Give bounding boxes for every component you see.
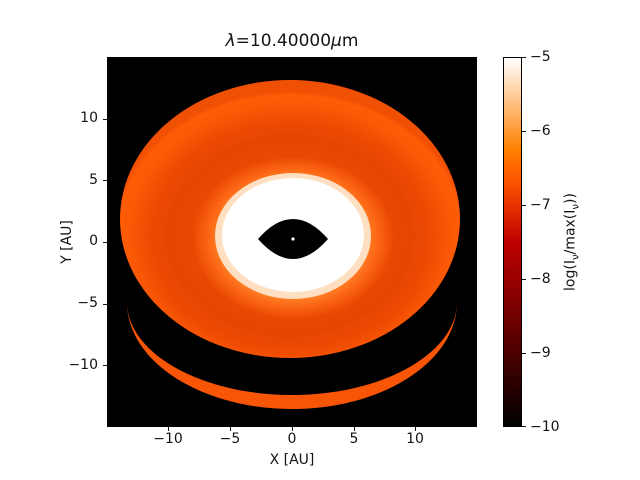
colorbar-tick: [522, 131, 526, 132]
colorbar-label-nu-subscript: ν: [570, 254, 582, 261]
colorbar-label-part: /max(I: [562, 209, 579, 255]
y-tick: [103, 180, 107, 181]
colorbar-tick: [522, 205, 526, 206]
colorbar: [503, 57, 522, 427]
x-axis-label: X [AU]: [269, 452, 315, 468]
disk-image: [107, 57, 477, 427]
plot-title: λ=10.40000μm: [107, 31, 477, 53]
y-tick: [103, 242, 107, 243]
colorbar-tick: [522, 353, 526, 354]
title-mu-symbol: μ: [331, 31, 342, 51]
y-axis-label: Y [AU]: [59, 220, 75, 264]
y-tick: [103, 119, 107, 120]
plot-area: [107, 57, 477, 427]
y-tick-label: −5: [77, 295, 98, 311]
colorbar-label-nu-subscript: ν: [570, 203, 582, 210]
x-tick-label: 5: [349, 431, 359, 447]
colorbar-tick-label: −8: [530, 271, 551, 287]
x-tick-label: 0: [287, 431, 297, 447]
colorbar-label-part: )): [562, 193, 579, 204]
y-tick-label: 10: [80, 110, 98, 126]
colorbar-label: log(Iν/max(Iν)): [563, 193, 582, 291]
x-tick: [292, 427, 293, 431]
y-tick: [103, 365, 107, 366]
x-tick-label: −10: [153, 431, 183, 447]
colorbar-tick: [522, 426, 526, 427]
x-tick: [168, 427, 169, 431]
title-unit-m: m: [341, 31, 359, 51]
x-tick: [415, 427, 416, 431]
y-tick-label: −10: [68, 357, 98, 373]
x-tick: [354, 427, 355, 431]
colorbar-tick-label: −5: [530, 49, 551, 65]
colorbar-tick-label: −6: [530, 123, 551, 139]
x-tick-label: −5: [219, 431, 241, 447]
title-lambda-symbol: λ: [225, 31, 236, 51]
colorbar-tick-label: −9: [530, 345, 551, 361]
y-tick-label: 0: [89, 233, 98, 249]
central-star: [291, 237, 295, 241]
y-tick: [103, 304, 107, 305]
x-tick: [230, 427, 231, 431]
colorbar-tick: [522, 279, 526, 280]
colorbar-tick-label: −10: [530, 419, 560, 435]
y-tick-label: 5: [89, 172, 98, 188]
x-tick-label: 10: [406, 431, 424, 447]
colorbar-tick: [522, 57, 526, 58]
title-wavelength-value: =10.40000: [235, 31, 332, 51]
colorbar-label-part: log(I: [562, 260, 579, 291]
colorbar-tick-label: −7: [530, 197, 551, 213]
